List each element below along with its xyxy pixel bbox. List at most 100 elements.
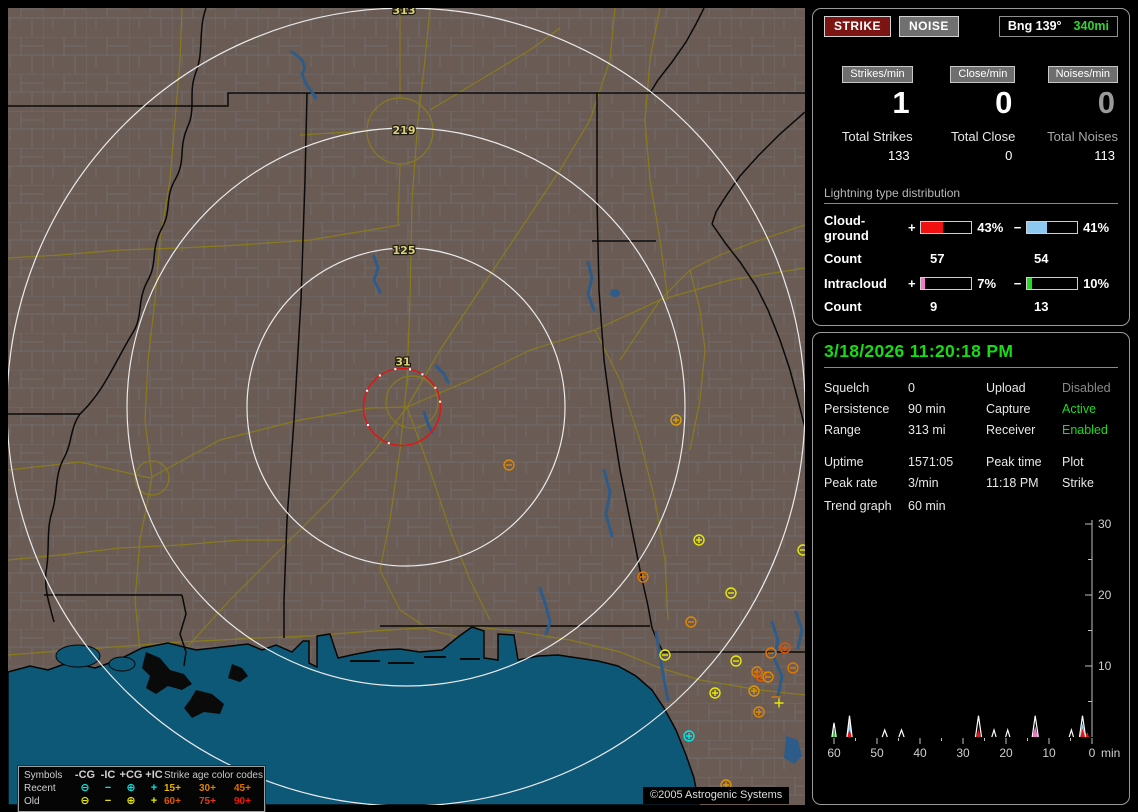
gulf-water: [7, 626, 700, 806]
svg-text:10: 10: [1042, 746, 1056, 760]
noise-toggle-button[interactable]: NOISE: [899, 16, 959, 37]
range-ring-125: [246, 247, 566, 567]
recent-cg-minus-icon: ⊖: [80, 782, 90, 794]
trend-series-cg-plus: [976, 729, 981, 737]
total-close-value: 0: [1005, 147, 1013, 163]
cloud-ground-row: Cloud-ground + 43% − 41%: [824, 213, 1118, 243]
plot-label: Plot: [1062, 455, 1084, 469]
uptime-grid: Uptime 1571:05 Peak time Plot Peak rate …: [824, 455, 1118, 490]
close-alarm-ring: [362, 367, 442, 447]
legend-row-recent-label: Recent: [24, 783, 56, 794]
upload-status: Disabled: [1062, 381, 1111, 395]
range-ring-label-219: 219: [393, 124, 416, 137]
capture-status: Active: [1062, 402, 1097, 416]
cg-minus-pct: 41%: [1083, 220, 1110, 236]
range-ring-label-313: 313: [393, 8, 416, 17]
recent-cg-plus-icon: ⊕: [126, 782, 136, 794]
strike-symbol-cg-plus: [693, 534, 705, 546]
strike-symbol-cg-plus: [748, 685, 760, 697]
receiver-label: Receiver: [986, 423, 1036, 437]
lightning-map[interactable]: 313 219 125 31 Symbols -CG -IC +CG +IC Str…: [6, 3, 809, 812]
cloud-ground-count-row: Count 57 54: [824, 251, 1118, 266]
trend-series-total: [898, 728, 905, 738]
strike-symbol-cg-minus: [730, 655, 742, 667]
age-15: 15+: [164, 783, 181, 794]
copyright-label: ©2005 Astrogenic Systems: [643, 787, 790, 804]
total-close-label: Total Close: [951, 128, 1016, 144]
bearing-readout: Bng 139° 340mi: [998, 16, 1118, 37]
strike-symbol-cg-minus: [685, 616, 697, 628]
cg-plus-bar: [920, 221, 973, 235]
intracloud-row: Intracloud + 7% − 10%: [824, 276, 1118, 291]
recent-ic-plus-icon: +: [150, 782, 158, 794]
trend-graph: 30 20 10 60 50 40 30 20 10 0 min: [827, 517, 1120, 760]
strike-symbol-cg-minus: [659, 649, 671, 661]
strike-toggle-button[interactable]: STRIKE: [824, 16, 892, 37]
age-30: 30+: [199, 783, 216, 794]
bearing-label: Bng 139°: [1007, 19, 1062, 33]
strike-symbol-cg-minus: [787, 662, 799, 674]
count-label: Count: [824, 250, 862, 266]
plot-mode-value: Strike: [1062, 476, 1094, 490]
svg-text:min: min: [1101, 746, 1120, 760]
cg-plus-pct: 43%: [977, 220, 1004, 236]
rivers-lakes: [290, 50, 804, 764]
total-strikes-label: Total Strikes: [841, 128, 913, 144]
cg-plus-count: 57: [930, 250, 945, 266]
squelch-value: 0: [908, 381, 915, 395]
persistence-value: 90 min: [908, 402, 946, 416]
strike-symbol-cg-minus: [762, 671, 774, 683]
legend-col-ic-plus: +IC: [145, 769, 163, 781]
bearing-range: 340mi: [1073, 19, 1109, 33]
strikes-column: Strikes/min 1 Total Strikes 133: [824, 64, 913, 163]
range-ring-label-125: 125: [393, 244, 416, 257]
close-per-min-value: 0: [995, 85, 1013, 120]
minus-sign: −: [1013, 275, 1022, 291]
trend-graph-row: Trend graph 60 min: [824, 499, 1118, 513]
ic-minus-pct: 10%: [1083, 275, 1110, 291]
legend-symbols-header: Symbols: [24, 770, 63, 781]
noises-per-min-chip: Noises/min: [1047, 66, 1118, 83]
age-45: 45+: [234, 783, 251, 794]
trend-series-total: [1068, 727, 1075, 738]
status-panel: 3/18/2026 11:20:18 PM Squelch 0 Upload D…: [812, 332, 1130, 805]
close-column: Close/min 0 Total Close 0: [927, 64, 1016, 163]
svg-text:60: 60: [827, 746, 841, 760]
legend-age-title: Strike age color codes: [164, 770, 263, 781]
total-noises-value: 113: [1094, 147, 1115, 163]
strike-stats-panel: STRIKE NOISE Bng 139° 340mi Strikes/min …: [812, 8, 1130, 326]
range-ring-219: [126, 127, 686, 687]
svg-text:10: 10: [1098, 659, 1112, 673]
svg-text:0: 0: [1089, 746, 1096, 760]
close-range-ring: 31: [362, 354, 442, 447]
trend-series-total: [1078, 715, 1087, 738]
noises-per-min-value: 0: [1097, 85, 1115, 120]
legend-col-ic-minus: -IC: [100, 769, 116, 781]
svg-text:40: 40: [913, 746, 927, 760]
close-ring-label: 31: [395, 356, 410, 369]
total-strikes-value: 133: [887, 147, 910, 163]
trend-series-total: [881, 728, 888, 738]
ic-minus-bar: [1025, 276, 1079, 290]
strike-symbol-cg-minus: [765, 647, 777, 659]
peak-time-value: 11:18 PM: [986, 476, 1039, 490]
svg-text:20: 20: [999, 746, 1013, 760]
strike-symbol-cg-plus: [779, 642, 791, 654]
trend-series-total: [831, 722, 837, 738]
peak-rate-value: 3/min: [908, 476, 939, 490]
trend-series-total: [974, 715, 983, 738]
recent-ic-minus-icon: −: [104, 782, 112, 794]
upload-label: Upload: [986, 381, 1026, 395]
legend-col-cg-plus: +CG: [119, 769, 143, 781]
strike-symbol-cg-plus: [637, 571, 649, 583]
ic-plus-pct: 7%: [977, 275, 997, 291]
svg-text:30: 30: [956, 746, 970, 760]
settings-grid: Squelch 0 Upload Disabled Persistence 90…: [824, 381, 1118, 437]
age-60: 60+: [164, 796, 181, 807]
strike-symbol-cg-plus: [709, 687, 721, 699]
legend-col-cg-minus: -CG: [74, 769, 96, 781]
uptime-label: Uptime: [824, 455, 864, 469]
trend-series-total: [846, 715, 853, 738]
trend-series-cg-plus: [846, 729, 853, 737]
